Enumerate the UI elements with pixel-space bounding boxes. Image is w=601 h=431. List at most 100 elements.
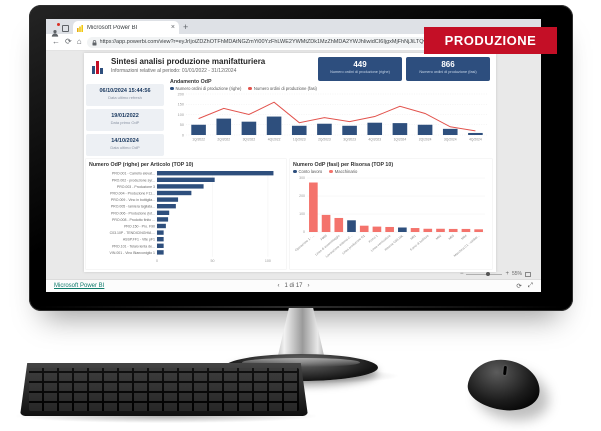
chart-legend: Conto lavoro Macchinario — [293, 169, 489, 174]
svg-text:50: 50 — [180, 123, 184, 127]
produzione-badge: PRODUZIONE — [424, 27, 557, 54]
next-page-button[interactable]: › — [307, 283, 310, 289]
svg-text:PRO.101 - Telaio lenta de...: PRO.101 - Telaio lenta de... — [112, 244, 155, 248]
report-canvas: Sintesi analisi produzione manifatturier… — [84, 53, 496, 272]
powerbi-link[interactable]: Microsoft Power BI — [54, 283, 105, 289]
tab-title: Microsoft Power BI — [87, 24, 138, 31]
svg-text:M01: M01 — [410, 234, 417, 241]
svg-text:300: 300 — [299, 176, 305, 180]
zoom-in-button[interactable]: + — [505, 271, 509, 277]
date-card-ultimo-odp: 14/10/2024 Data ultimo OdP — [86, 134, 164, 156]
close-tab-icon[interactable]: × — [170, 24, 175, 31]
date-label: Data ultimo refresh — [108, 95, 142, 100]
svg-text:100: 100 — [178, 113, 184, 117]
svg-text:1Q/2022: 1Q/2022 — [192, 138, 205, 142]
svg-text:Operazione 1 - ...: Operazione 1 - ... — [294, 234, 315, 253]
zoom-slider[interactable] — [466, 272, 503, 276]
svg-text:C03.10P - TENDICINGHIA ...: C03.10P - TENDICINGHIA ... — [110, 231, 155, 235]
page-subtitle: Informazioni relative al periodo: 01/01/… — [111, 68, 237, 74]
date-value: 06/10/2024 15:44:56 — [99, 88, 151, 94]
date-card-primo-odp: 19/01/2022 Data primo OdP — [86, 109, 164, 131]
legend-dot-righe-icon — [170, 86, 174, 91]
browser-tab-strip: Microsoft Power BI × + — [46, 19, 541, 37]
svg-text:50: 50 — [210, 259, 214, 263]
zoom-controls: − + 55% — [460, 271, 531, 277]
svg-text:150: 150 — [178, 103, 184, 107]
new-tab-button[interactable]: + — [183, 22, 189, 32]
svg-text:PRO.003 - Produzione 3: PRO.003 - Produzione 3 — [117, 185, 155, 189]
svg-text:100: 100 — [299, 212, 305, 216]
svg-text:0: 0 — [156, 259, 158, 263]
svg-text:Forno 1: Forno 1 — [368, 234, 379, 244]
zoom-slider-thumb[interactable] — [486, 272, 491, 276]
legend-dot-macchinario-icon — [329, 169, 333, 174]
chart-title: Andamento OdP — [170, 79, 212, 85]
lock-icon — [92, 37, 97, 48]
svg-text:F009: F009 — [320, 234, 328, 242]
svg-text:0: 0 — [303, 230, 305, 234]
kpi-card-fasi: 866 Numero ordini di produzione (fasi) — [406, 57, 490, 81]
chart-title: Numero OdP (fasi) per Risorsa (TOP 10) — [293, 162, 394, 168]
kpi-value: 866 — [441, 60, 455, 69]
svg-text:PRO.009 - Vino in bottiglia...: PRO.009 - Vino in bottiglia... — [111, 198, 155, 202]
odp-risorsa-panel[interactable]: Numero OdP (fasi) per Risorsa (TOP 10) C… — [290, 159, 492, 269]
kpi-value: 449 — [353, 60, 367, 69]
legend-dot-fasi-icon — [248, 86, 252, 91]
browser-toolbar: ← ⟳ ⌂ https://app.powerbi.com/view?r=eyJ… — [46, 34, 541, 51]
profile-icon[interactable] — [51, 23, 60, 37]
reload-icon[interactable]: ⟳ — [65, 37, 72, 46]
andamento-odp-chart[interactable]: 0 50 100 150 200 1Q/2022 2Q/2022 3Q/2022 4Q/2022… — [170, 91, 492, 145]
browser-tab[interactable]: Microsoft Power BI × — [73, 21, 179, 34]
zoom-out-button[interactable]: − — [459, 271, 464, 277]
address-bar[interactable]: https://app.powerbi.com/view?r=eyJrIjoiZ… — [86, 36, 535, 48]
svg-text:0: 0 — [182, 133, 184, 137]
svg-text:Linea produzione G1: Linea produzione G1 — [341, 234, 366, 256]
chart-title: Numero OdP (righe) per Articolo (TOP 10) — [89, 162, 194, 168]
screen: Microsoft Power BI × + ← ⟳ ⌂ https://app… — [46, 19, 541, 292]
fit-to-page-icon[interactable] — [525, 271, 531, 277]
svg-text:100: 100 — [265, 259, 271, 263]
svg-text:PRO.001 - Carrello elevat...: PRO.001 - Carrello elevat... — [112, 172, 155, 176]
legend-label: Numero ordini di produzione (righe) — [175, 86, 242, 91]
svg-text:1Q/2024: 1Q/2024 — [394, 138, 407, 142]
svg-text:4Q/2022: 4Q/2022 — [268, 138, 281, 142]
home-icon[interactable]: ⌂ — [76, 37, 82, 46]
url-text: https://app.powerbi.com/view?r=eyJrIjoiZ… — [99, 39, 530, 45]
date-card-refresh: 06/10/2024 15:44:56 Data ultimo refresh — [86, 84, 164, 106]
svg-text:PRO.005 - lamiera tagliata...: PRO.005 - lamiera tagliata... — [111, 205, 155, 209]
back-icon[interactable]: ← — [52, 37, 60, 46]
svg-text:VIN.001 - Vino Bianconiglio 1: VIN.001 - Vino Bianconiglio 1 — [110, 251, 156, 255]
workspaces-icon[interactable] — [62, 24, 69, 32]
odp-articolo-chart[interactable]: 0 50 100 PRO.001 - Carrello elevat... PRO.00… — [89, 168, 283, 266]
zoom-level: 55% — [511, 271, 522, 277]
svg-text:3Q/2023: 3Q/2023 — [343, 138, 356, 142]
page-navigation: ‹ 1 di 17 › — [277, 283, 309, 289]
fullscreen-button[interactable]: ⤢ — [527, 282, 533, 289]
report-viewport: Sintesi analisi produzione manifatturier… — [46, 51, 541, 279]
legend-label: Numero ordini di produzione (fasi) — [253, 86, 317, 91]
refresh-button[interactable]: ⟳ — [516, 283, 522, 290]
legend-label: Macchinario — [334, 169, 358, 174]
odp-articolo-panel[interactable]: Numero OdP (righe) per Articolo (TOP 10)… — [86, 159, 286, 269]
date-label: Data primo OdP — [110, 120, 140, 125]
page-title: Sintesi analisi produzione manifatturier… — [111, 57, 266, 66]
svg-text:PRO.008 - Prodotto finito ...: PRO.008 - Prodotto finito ... — [112, 218, 155, 222]
svg-text:3Q/2022: 3Q/2022 — [243, 138, 256, 142]
browser-left-icons — [51, 23, 69, 37]
svg-text:PRO.004 - Produzione F11...: PRO.004 - Produzione F11... — [110, 192, 155, 196]
svg-text:4Q/2023: 4Q/2023 — [368, 138, 381, 142]
svg-text:M04: M04 — [460, 234, 467, 241]
svg-text:PRO.006 - Produzione (lot...: PRO.006 - Produzione (lot... — [111, 211, 155, 215]
powerbi-favicon-icon — [77, 19, 84, 37]
kpi-label: Numero ordini di produzione (fasi) — [419, 70, 477, 74]
chart-legend: Numero ordini di produzione (righe) Nume… — [170, 86, 492, 91]
monitor: Microsoft Power BI × + ← ⟳ ⌂ https://app… — [29, 5, 573, 311]
svg-text:PRO.150 - Pro. F90: PRO.150 - Pro. F90 — [124, 225, 155, 229]
andamento-odp-panel[interactable]: Andamento OdP Numero ordini di produzion… — [170, 79, 492, 157]
prev-page-button[interactable]: ‹ — [277, 283, 280, 289]
svg-text:2Q/2023: 2Q/2023 — [318, 138, 331, 142]
svg-text:2Q/2022: 2Q/2022 — [217, 138, 230, 142]
kpi-card-righe: 449 Numero ordini di produzione (righe) — [318, 57, 402, 81]
notification-dot-icon — [57, 23, 60, 26]
